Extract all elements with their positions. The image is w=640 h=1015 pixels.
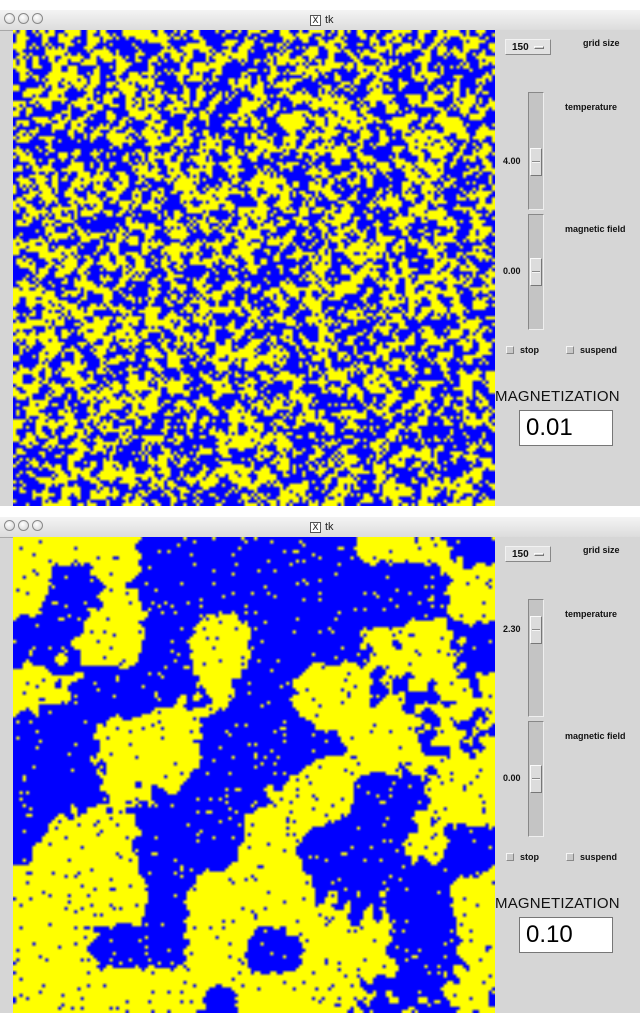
temperature-value: 2.30 bbox=[503, 624, 521, 634]
grid-size-label: grid size bbox=[583, 38, 620, 48]
magnetic-field-label: magnetic field bbox=[565, 731, 626, 741]
window-title: tk bbox=[325, 521, 334, 533]
control-panel: 150 grid size temperature 2.30 magnetic … bbox=[495, 537, 640, 1013]
ising-lattice-canvas[interactable] bbox=[13, 537, 495, 1013]
tk-window-1: X tk 150 grid size temperature 4.00 magn… bbox=[0, 10, 640, 506]
window-title: tk bbox=[325, 14, 334, 26]
control-panel: 150 grid size temperature 4.00 magnetic … bbox=[495, 30, 640, 506]
grid-size-label: grid size bbox=[583, 545, 620, 555]
zoom-window-button[interactable] bbox=[32, 13, 43, 24]
magnetization-display: 0.10 bbox=[519, 917, 613, 953]
close-window-button[interactable] bbox=[4, 520, 15, 531]
close-window-button[interactable] bbox=[4, 13, 15, 24]
grid-size-menubutton[interactable]: 150 bbox=[505, 39, 551, 55]
minimize-window-button[interactable] bbox=[18, 13, 29, 24]
grid-size-value: 150 bbox=[512, 41, 529, 53]
ising-lattice-canvas[interactable] bbox=[13, 30, 495, 506]
title-bar[interactable]: X tk bbox=[0, 10, 640, 31]
stop-label: stop bbox=[520, 852, 539, 862]
magnetization-display: 0.01 bbox=[519, 410, 613, 446]
menu-indicator-icon bbox=[534, 553, 544, 556]
suspend-checkbox-indicator[interactable] bbox=[566, 853, 574, 861]
minimize-window-button[interactable] bbox=[18, 520, 29, 531]
stop-checkbox-indicator[interactable] bbox=[506, 853, 514, 861]
magnetic-field-slider[interactable] bbox=[528, 214, 544, 330]
grid-size-value: 150 bbox=[512, 548, 529, 560]
magnetization-title: MAGNETIZATION bbox=[495, 388, 620, 405]
stop-checkbox-indicator[interactable] bbox=[506, 346, 514, 354]
magnetic-field-slider-handle[interactable] bbox=[530, 765, 542, 793]
suspend-label: suspend bbox=[580, 852, 618, 862]
temperature-slider-handle[interactable] bbox=[530, 148, 542, 176]
suspend-checkbox[interactable]: suspend bbox=[566, 345, 617, 355]
x11-icon: X bbox=[310, 521, 321, 533]
zoom-window-button[interactable] bbox=[32, 520, 43, 531]
tk-window-2: X tk 150 grid size temperature 2.30 magn… bbox=[0, 517, 640, 1013]
title-bar[interactable]: X tk bbox=[0, 517, 640, 538]
suspend-label: suspend bbox=[580, 345, 618, 355]
temperature-slider-handle[interactable] bbox=[530, 616, 542, 644]
stop-checkbox[interactable]: stop bbox=[506, 345, 539, 355]
x11-icon: X bbox=[310, 14, 321, 26]
temperature-slider[interactable] bbox=[528, 599, 544, 717]
magnetic-field-slider-handle[interactable] bbox=[530, 258, 542, 286]
temperature-label: temperature bbox=[565, 609, 618, 619]
magnetization-title: MAGNETIZATION bbox=[495, 895, 620, 912]
menu-indicator-icon bbox=[534, 46, 544, 49]
temperature-slider[interactable] bbox=[528, 92, 544, 210]
suspend-checkbox[interactable]: suspend bbox=[566, 852, 617, 862]
magnetic-field-label: magnetic field bbox=[565, 224, 626, 234]
magnetic-field-value: 0.00 bbox=[503, 773, 521, 783]
suspend-checkbox-indicator[interactable] bbox=[566, 346, 574, 354]
magnetic-field-slider[interactable] bbox=[528, 721, 544, 837]
grid-size-menubutton[interactable]: 150 bbox=[505, 546, 551, 562]
stop-checkbox[interactable]: stop bbox=[506, 852, 539, 862]
magnetic-field-value: 0.00 bbox=[503, 266, 521, 276]
stop-label: stop bbox=[520, 345, 539, 355]
temperature-label: temperature bbox=[565, 102, 618, 112]
temperature-value: 4.00 bbox=[503, 156, 521, 166]
